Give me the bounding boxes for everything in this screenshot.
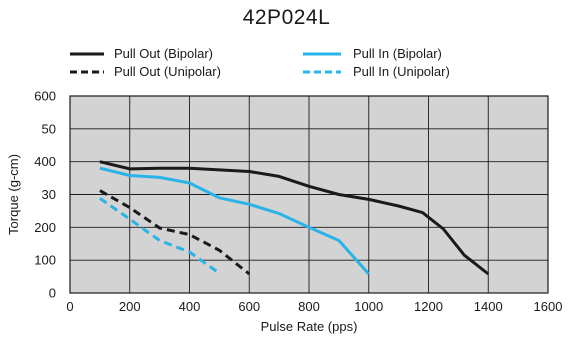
chart-title: 42P024L [242,6,331,29]
series-line-pull-out-unipolar [99,189,251,276]
legend-label-pull-out-unipolar: Pull Out (Unipolar) [114,64,221,79]
x-tick-label: 200 [119,299,141,314]
x-tick-label: 800 [298,299,320,314]
legend-item-pull-out-unipolar: Pull Out (Unipolar) [70,64,221,79]
legend-item-pull-in-unipolar: Pull In (Unipolar) [303,64,450,79]
y-tick-label: 100 [34,253,56,268]
y-tick-label: 0 [49,286,56,301]
y-tick-label: 30 [42,187,56,202]
x-tick-label: 1600 [534,299,563,314]
plot-frame [69,95,549,294]
legend-item-pull-in-bipolar: Pull In (Bipolar) [303,46,442,61]
series-line-pull-in-unipolar [99,197,221,275]
legend-swatch-pull-in-bipolar [303,52,341,55]
x-axis-label: Pulse Rate (pps) [261,319,358,334]
series-lines [99,160,490,276]
legend-label-pull-out-bipolar: Pull Out (Bipolar) [114,46,213,61]
x-tick-label: 1200 [414,299,443,314]
y-tick-label: 600 [34,89,56,104]
x-tick-label: 0 [66,299,73,314]
y-axis-label: Torque (g-cm) [6,154,21,235]
y-tick-label: 400 [34,154,56,169]
legend-swatch-pull-out-unipolar [70,70,104,73]
x-tick-label: 400 [179,299,201,314]
legend-item-pull-out-bipolar: Pull Out (Bipolar) [70,46,213,61]
legend-swatch-pull-in-unipolar [303,70,341,73]
y-axis-ticks: 0 100 200 30 400 50 600 [34,89,56,301]
x-tick-label: 600 [238,299,260,314]
y-tick-label: 200 [34,220,56,235]
x-axis-ticks: 0 200 400 600 800 1000 1200 1400 1600 [66,299,562,314]
series-line-pull-in-bipolar [99,166,370,275]
y-tick-label: 50 [42,121,56,136]
x-tick-label: 1000 [354,299,383,314]
series-line-pull-out-bipolar [99,160,490,276]
legend-swatch-pull-out-bipolar [70,52,104,55]
x-tick-label: 1400 [474,299,503,314]
legend-label-pull-in-bipolar: Pull In (Bipolar) [353,46,442,61]
legend-label-pull-in-unipolar: Pull In (Unipolar) [353,64,450,79]
